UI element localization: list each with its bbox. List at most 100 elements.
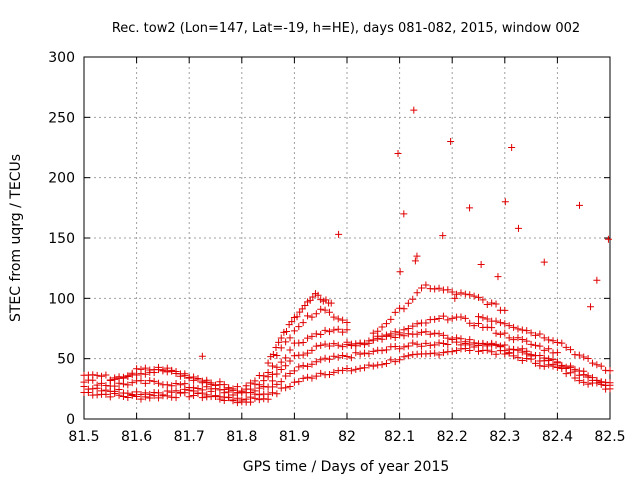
data-point (290, 327, 298, 335)
data-point (391, 343, 399, 351)
data-point (269, 351, 277, 359)
data-point (137, 365, 145, 373)
data-point (282, 354, 290, 362)
data-point (448, 335, 456, 343)
data-point (514, 325, 522, 333)
data-point (295, 323, 303, 331)
data-point (115, 385, 123, 393)
data-point (391, 308, 399, 316)
data-point (505, 349, 513, 357)
axis-ticks: 0 50 100 150 200 250 300 81.5 81.6 81.7 81.8 81.9 82… (48, 50, 625, 445)
data-point (141, 364, 149, 372)
data-point (286, 334, 294, 342)
data-point (115, 373, 123, 381)
data-point (475, 313, 482, 321)
data-point (510, 323, 518, 331)
data-point (461, 338, 469, 346)
data-point (527, 340, 535, 348)
data-point (89, 371, 97, 379)
data-point (314, 291, 322, 299)
data-point (238, 387, 246, 395)
data-point (431, 349, 439, 357)
data-point (588, 359, 596, 367)
y-tick-label: 50 (57, 352, 75, 368)
data-point (102, 371, 110, 379)
data-point (317, 330, 325, 338)
data-point (268, 370, 276, 378)
data-point (93, 381, 101, 389)
data-point (451, 294, 459, 302)
data-point (444, 316, 452, 324)
data-point (141, 389, 149, 397)
data-point (510, 352, 518, 360)
data-point (422, 339, 430, 347)
data-point (155, 389, 163, 397)
data-point (290, 367, 298, 375)
data-point (396, 304, 404, 312)
data-point (190, 373, 198, 381)
data-point (400, 343, 408, 351)
data-point (510, 336, 518, 344)
data-point (251, 387, 259, 395)
data-point (447, 137, 455, 145)
data-point (339, 366, 347, 374)
data-point (268, 389, 276, 397)
data-point (264, 390, 272, 398)
data-point (163, 364, 171, 372)
data-point (411, 257, 419, 265)
data-point (301, 302, 309, 310)
data-point (494, 273, 502, 281)
data-point (194, 384, 202, 392)
data-point (124, 389, 132, 397)
data-point (523, 337, 531, 345)
data-point (277, 378, 285, 386)
data-point (137, 377, 145, 385)
data-point (312, 310, 320, 318)
data-point (317, 369, 325, 377)
data-point (365, 350, 373, 358)
data-point (321, 326, 329, 334)
data-point (439, 331, 447, 339)
x-tick-label: 81.9 (279, 429, 310, 445)
y-axis-label: STEC from uqrg / TECUs (8, 154, 24, 322)
data-point (391, 328, 399, 336)
data-point (312, 372, 320, 380)
data-point (361, 341, 369, 349)
data-point (273, 380, 281, 388)
data-point (343, 353, 351, 361)
data-point (282, 338, 290, 346)
data-point (597, 362, 605, 370)
data-point (536, 330, 544, 338)
data-point (163, 381, 171, 389)
x-tick-label: 82.4 (542, 429, 573, 445)
data-point (382, 346, 390, 354)
data-point (150, 377, 158, 385)
data-point (400, 305, 408, 313)
data-point (330, 340, 338, 348)
data-point (501, 347, 509, 355)
data-point (396, 329, 404, 337)
data-point (172, 380, 180, 388)
data-point (268, 377, 276, 385)
data-point (172, 387, 180, 395)
data-point (343, 318, 351, 326)
data-point (317, 356, 325, 364)
y-tick-label: 150 (48, 231, 75, 247)
data-point (382, 320, 390, 328)
data-point (461, 314, 469, 322)
data-point (523, 350, 531, 358)
data-point (540, 346, 548, 354)
data-point (220, 381, 228, 389)
data-point (410, 106, 418, 114)
data-point (426, 341, 434, 349)
data-point (356, 340, 364, 348)
data-point (439, 349, 447, 357)
data-point (396, 356, 404, 364)
data-point (119, 374, 127, 382)
data-point (558, 339, 566, 347)
data-point (308, 374, 316, 382)
data-point (575, 201, 583, 209)
data-point (207, 379, 215, 387)
data-point (93, 371, 101, 379)
